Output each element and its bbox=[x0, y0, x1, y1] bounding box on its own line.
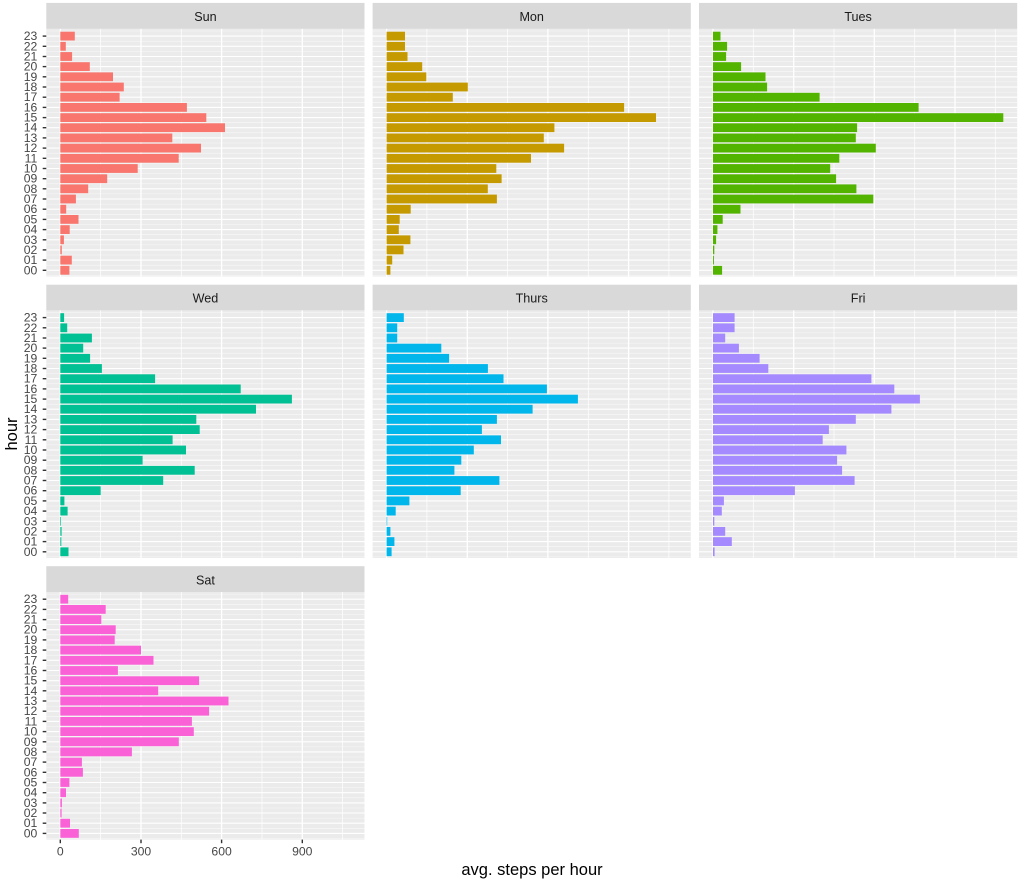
svg-text:03: 03 bbox=[24, 514, 38, 528]
svg-text:13: 13 bbox=[24, 694, 38, 708]
svg-text:08: 08 bbox=[24, 463, 38, 477]
svg-text:Thurs: Thurs bbox=[516, 292, 548, 306]
svg-text:11: 11 bbox=[25, 151, 38, 165]
svg-text:01: 01 bbox=[24, 535, 38, 549]
svg-text:22: 22 bbox=[24, 602, 38, 616]
svg-text:02: 02 bbox=[24, 524, 38, 538]
svg-text:21: 21 bbox=[24, 50, 38, 64]
svg-text:06: 06 bbox=[24, 765, 38, 779]
svg-text:04: 04 bbox=[24, 786, 38, 800]
svg-text:02: 02 bbox=[24, 243, 38, 257]
svg-text:06: 06 bbox=[24, 202, 38, 216]
svg-text:06: 06 bbox=[24, 484, 38, 498]
svg-text:300: 300 bbox=[131, 845, 152, 859]
svg-text:08: 08 bbox=[24, 745, 38, 759]
svg-text:01: 01 bbox=[24, 816, 38, 830]
svg-text:22: 22 bbox=[24, 39, 38, 53]
svg-text:13: 13 bbox=[24, 412, 38, 426]
svg-text:Sat: Sat bbox=[196, 573, 215, 587]
svg-text:Fri: Fri bbox=[851, 292, 866, 306]
svg-text:Mon: Mon bbox=[519, 10, 544, 24]
svg-text:Wed: Wed bbox=[193, 292, 219, 306]
svg-text:04: 04 bbox=[24, 504, 38, 518]
svg-text:09: 09 bbox=[24, 735, 38, 749]
svg-text:0: 0 bbox=[57, 845, 64, 859]
svg-text:08: 08 bbox=[24, 182, 38, 196]
svg-text:10: 10 bbox=[24, 725, 38, 739]
svg-text:11: 11 bbox=[25, 714, 38, 728]
svg-text:05: 05 bbox=[24, 494, 38, 508]
svg-text:16: 16 bbox=[24, 664, 38, 678]
svg-text:15: 15 bbox=[24, 392, 38, 406]
svg-text:10: 10 bbox=[24, 162, 38, 176]
svg-text:16: 16 bbox=[24, 100, 38, 114]
svg-text:07: 07 bbox=[24, 474, 38, 488]
svg-text:19: 19 bbox=[24, 351, 38, 365]
svg-text:18: 18 bbox=[24, 80, 38, 94]
svg-text:14: 14 bbox=[24, 121, 38, 135]
svg-text:17: 17 bbox=[24, 653, 38, 667]
svg-text:23: 23 bbox=[24, 592, 38, 606]
svg-text:07: 07 bbox=[24, 192, 38, 206]
svg-text:18: 18 bbox=[24, 643, 38, 657]
svg-text:00: 00 bbox=[24, 826, 38, 840]
svg-text:17: 17 bbox=[24, 90, 38, 104]
svg-text:600: 600 bbox=[211, 845, 232, 859]
svg-text:12: 12 bbox=[24, 423, 38, 437]
svg-text:12: 12 bbox=[24, 704, 38, 718]
svg-text:900: 900 bbox=[292, 845, 313, 859]
svg-text:05: 05 bbox=[24, 212, 38, 226]
svg-text:00: 00 bbox=[24, 545, 38, 559]
svg-text:09: 09 bbox=[24, 172, 38, 186]
svg-text:07: 07 bbox=[24, 755, 38, 769]
svg-text:15: 15 bbox=[24, 674, 38, 688]
svg-text:12: 12 bbox=[24, 141, 38, 155]
svg-text:02: 02 bbox=[24, 806, 38, 820]
svg-text:19: 19 bbox=[24, 633, 38, 647]
svg-text:hour: hour bbox=[3, 417, 21, 451]
svg-text:20: 20 bbox=[24, 60, 38, 74]
svg-text:04: 04 bbox=[24, 223, 38, 237]
svg-text:23: 23 bbox=[24, 29, 38, 43]
svg-text:Tues: Tues bbox=[844, 10, 872, 24]
svg-text:17: 17 bbox=[24, 372, 38, 386]
svg-text:15: 15 bbox=[24, 111, 38, 125]
svg-text:13: 13 bbox=[24, 131, 38, 145]
svg-text:11: 11 bbox=[25, 433, 38, 447]
svg-text:20: 20 bbox=[24, 341, 38, 355]
svg-text:Sun: Sun bbox=[194, 10, 216, 24]
svg-text:21: 21 bbox=[24, 331, 38, 345]
svg-text:10: 10 bbox=[24, 443, 38, 457]
svg-text:01: 01 bbox=[24, 253, 38, 267]
svg-text:03: 03 bbox=[24, 796, 38, 810]
svg-text:09: 09 bbox=[24, 453, 38, 467]
svg-text:05: 05 bbox=[24, 776, 38, 790]
svg-text:14: 14 bbox=[24, 402, 38, 416]
svg-text:16: 16 bbox=[24, 382, 38, 396]
svg-text:21: 21 bbox=[24, 613, 38, 627]
svg-text:03: 03 bbox=[24, 233, 38, 247]
svg-text:19: 19 bbox=[24, 70, 38, 84]
svg-text:22: 22 bbox=[24, 321, 38, 335]
svg-text:23: 23 bbox=[24, 311, 38, 325]
svg-text:avg. steps per hour: avg. steps per hour bbox=[461, 861, 603, 879]
svg-text:18: 18 bbox=[24, 362, 38, 376]
svg-text:20: 20 bbox=[24, 623, 38, 637]
svg-text:14: 14 bbox=[24, 684, 38, 698]
svg-text:00: 00 bbox=[24, 263, 38, 277]
